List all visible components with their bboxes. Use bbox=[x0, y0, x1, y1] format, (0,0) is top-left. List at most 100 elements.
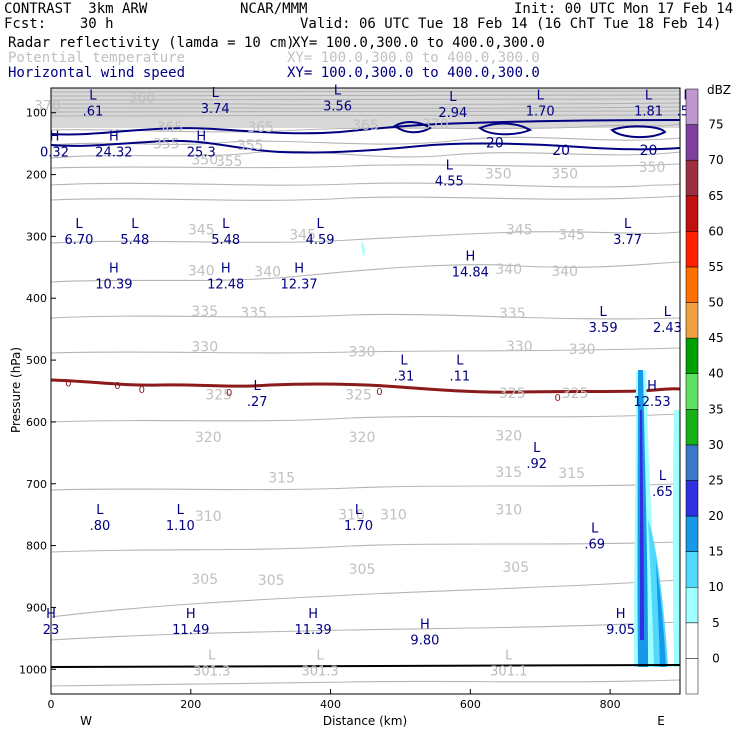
theta-contour-label: 310 bbox=[380, 508, 407, 524]
field-reflectivity-label: Radar reflectivity (lamda = 10 cm) bbox=[8, 35, 295, 51]
x-tick-label: 600 bbox=[460, 698, 481, 711]
theta-contour-label: 340 bbox=[188, 263, 215, 279]
wind-contour-label: 20 bbox=[552, 143, 570, 159]
theta-contour-label: 345 bbox=[289, 228, 316, 244]
colorbar-swatch bbox=[685, 88, 699, 125]
high-low-value: 5.48 bbox=[211, 233, 240, 248]
init-time: Init: 00 UTC Mon 17 Feb 14 bbox=[514, 1, 734, 17]
high-low-marker: L bbox=[316, 217, 324, 232]
colorbar-swatch bbox=[685, 622, 699, 659]
high-low-value: 3.59 bbox=[589, 321, 618, 336]
theta-contour-label: 350 bbox=[639, 160, 666, 176]
high-low-marker: H bbox=[294, 262, 304, 277]
x-end-label-west: W bbox=[80, 714, 92, 728]
high-low-value: 1.10 bbox=[166, 519, 195, 534]
high-low-value: 11.49 bbox=[172, 623, 209, 638]
colorbar-swatch bbox=[685, 658, 699, 695]
theta-contour-label: 320 bbox=[349, 430, 376, 446]
field-wind-label: Horizontal wind speed bbox=[8, 65, 186, 81]
surface-low-value: 301.1 bbox=[490, 664, 527, 679]
high-low-marker: H bbox=[196, 129, 206, 144]
theta-contour-label: 330 bbox=[506, 339, 533, 355]
colorbar-tick-label: 30 bbox=[708, 438, 723, 452]
theta-contour-label: 320 bbox=[495, 429, 522, 445]
high-low-marker: L bbox=[177, 503, 185, 518]
colorbar-swatch bbox=[685, 231, 699, 268]
high-low-marker: L bbox=[355, 503, 363, 518]
y-tick-label: 800 bbox=[26, 540, 47, 553]
valid-time: Valid: 06 UTC Tue 18 Feb 14 (16 ChT Tue … bbox=[300, 16, 722, 32]
colorbar-swatch bbox=[685, 551, 699, 588]
high-low-value: 5.48 bbox=[120, 233, 149, 248]
high-low-marker: L bbox=[131, 217, 139, 232]
high-low-marker: L bbox=[591, 521, 599, 536]
colorbar-swatch bbox=[685, 480, 699, 517]
field-theta-label: Potential temperature bbox=[8, 50, 186, 66]
y-tick-label: 400 bbox=[26, 292, 47, 305]
high-low-marker: L bbox=[96, 503, 104, 518]
theta-contour-label: 365 bbox=[156, 120, 183, 136]
theta-contour-label: 325 bbox=[499, 386, 526, 402]
high-low-marker: L bbox=[645, 89, 653, 104]
freezing-level-label: 0 bbox=[555, 393, 561, 404]
high-low-marker: H bbox=[308, 607, 318, 622]
theta-contour-label: 325 bbox=[345, 388, 372, 404]
high-low-value: 2.94 bbox=[438, 106, 467, 121]
colorbar-tick-label: 25 bbox=[708, 473, 723, 487]
x-tick-label: 200 bbox=[180, 698, 201, 711]
field-theta-xy: XY= 100.0,300.0 to 400.0,300.0 bbox=[287, 50, 540, 66]
colorbar-swatch bbox=[685, 337, 699, 374]
high-low-value: 2.43 bbox=[653, 321, 682, 336]
freezing-level-label: 0 bbox=[376, 387, 382, 398]
high-low-value: 12.48 bbox=[207, 278, 244, 293]
high-low-marker: L bbox=[599, 305, 607, 320]
y-tick-label: 100 bbox=[26, 107, 47, 120]
high-low-marker: L bbox=[254, 379, 262, 394]
theta-contours bbox=[51, 123, 680, 687]
high-low-value: 9.05 bbox=[606, 623, 635, 638]
high-low-value: .69 bbox=[584, 537, 605, 552]
x-axis-title: Distance (km) bbox=[323, 714, 407, 728]
colorbar-swatch bbox=[685, 302, 699, 339]
theta-contour-label: 345 bbox=[188, 223, 215, 239]
high-low-value: 23 bbox=[43, 623, 60, 638]
colorbar-tick-label: 75 bbox=[708, 118, 723, 132]
theta-contour-label: 315 bbox=[558, 466, 585, 482]
high-low-marker: L bbox=[400, 353, 408, 368]
theta-contour-label: 345 bbox=[506, 223, 533, 239]
theta-contour-label: 335 bbox=[240, 305, 267, 321]
field-wind-xy: XY= 100.0,300.0 to 400.0,300.0 bbox=[287, 65, 540, 81]
colorbar-tick-label: 55 bbox=[708, 260, 723, 274]
high-low-marker: L bbox=[456, 353, 464, 368]
high-low-value: 9.80 bbox=[410, 633, 439, 648]
high-low-value: 3.56 bbox=[323, 100, 352, 115]
colorbar-tick-label: 5 bbox=[712, 616, 720, 630]
wind-contour-label: 20 bbox=[640, 143, 658, 159]
theta-contour-label: 320 bbox=[195, 430, 222, 446]
freezing-level-label: 0 bbox=[65, 378, 71, 389]
colorbar-swatch bbox=[685, 124, 699, 161]
high-low-value: .92 bbox=[526, 457, 547, 472]
theta-contour-label: 355 bbox=[237, 138, 264, 154]
theta-contour-label: 340 bbox=[495, 262, 522, 278]
colorbar-unit: dBZ bbox=[707, 83, 731, 97]
theta-contour-label: 325 bbox=[562, 386, 589, 402]
surface-line bbox=[50, 664, 681, 668]
high-low-marker: H bbox=[109, 262, 119, 277]
high-low-marker: H bbox=[109, 129, 119, 144]
field-reflectivity-xy: XY= 100.0,300.0 to 400.0,300.0 bbox=[292, 35, 545, 51]
high-low-value: .11 bbox=[450, 369, 471, 384]
high-low-value: 1.70 bbox=[526, 105, 555, 120]
high-low-marker: H bbox=[465, 249, 475, 264]
freezing-level-label: 0 bbox=[139, 385, 145, 396]
colorbar-swatch bbox=[685, 444, 699, 481]
theta-contour-label: 315 bbox=[495, 465, 522, 481]
high-low-value: 6.70 bbox=[64, 233, 93, 248]
high-low-marker: H bbox=[50, 129, 60, 144]
colorbar-tick-label: 70 bbox=[708, 153, 723, 167]
high-low-value: 4.55 bbox=[435, 174, 464, 189]
plot-frame bbox=[50, 87, 681, 695]
high-low-value: 24.32 bbox=[95, 145, 132, 160]
high-low-value: 12.37 bbox=[280, 278, 317, 293]
colorbar-swatch bbox=[685, 195, 699, 232]
